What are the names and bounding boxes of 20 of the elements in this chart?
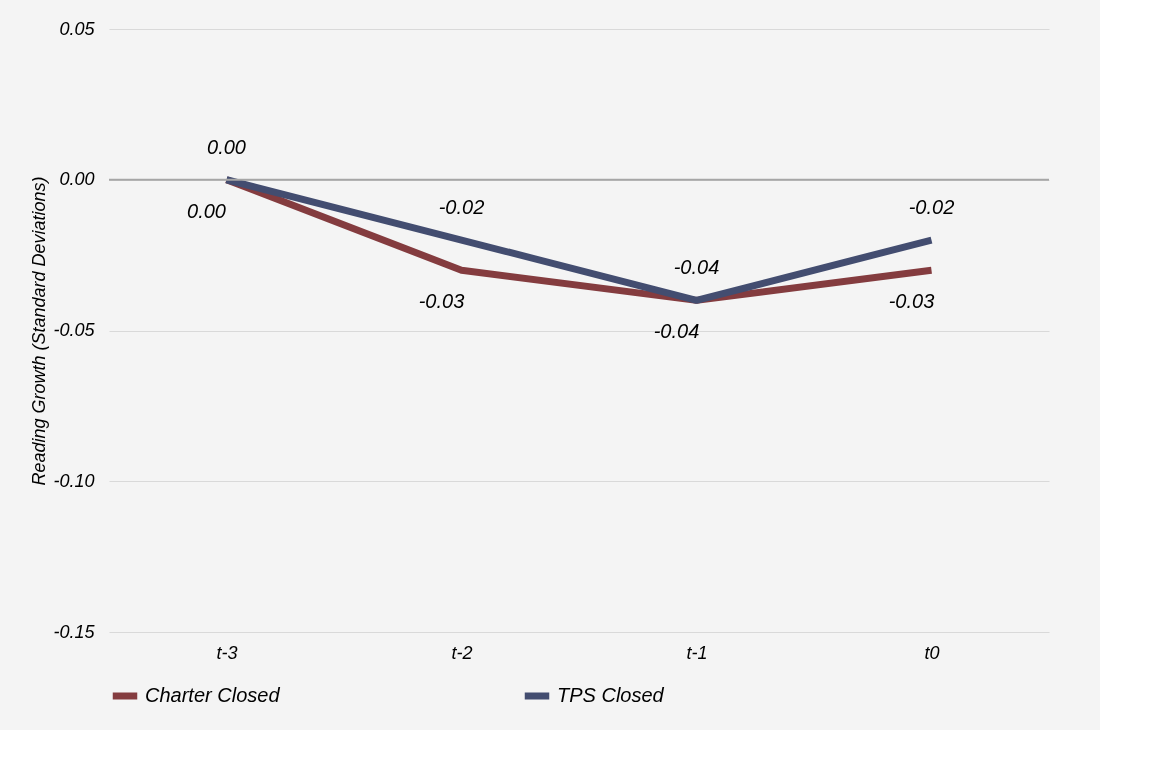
- y-tick-label: -0.15: [53, 621, 96, 642]
- y-axis-title: Reading Growth (Standard Deviations): [29, 176, 50, 486]
- data-label: -0.04: [673, 256, 720, 279]
- data-label: -0.02: [908, 196, 955, 219]
- x-tick-label: t-1: [686, 642, 708, 663]
- y-tick-label: 0.00: [59, 169, 95, 190]
- data-label: -0.02: [438, 196, 485, 219]
- data-label: -0.03: [888, 290, 935, 313]
- data-label: -0.03: [418, 290, 465, 313]
- data-label: 0.00: [207, 135, 246, 158]
- x-tick-label: t0: [924, 642, 940, 663]
- x-tick-label: t-2: [451, 642, 473, 663]
- y-tick-label: 0.05: [59, 18, 96, 39]
- legend-label: Charter Closed: [145, 684, 281, 706]
- y-tick-label: -0.10: [53, 470, 95, 491]
- data-label: 0.00: [187, 199, 226, 222]
- y-tick-label: -0.05: [53, 320, 96, 340]
- x-tick-label: t-3: [216, 642, 238, 663]
- data-label: -0.04: [653, 320, 700, 343]
- legend-label: TPS Closed: [557, 684, 665, 706]
